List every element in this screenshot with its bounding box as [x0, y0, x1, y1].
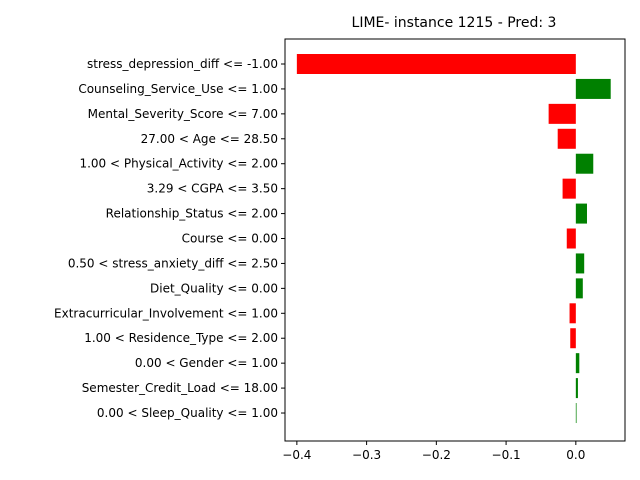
plot-frame: [284, 38, 626, 442]
ytick-label-10: Extracurricular_Involvement <= 1.00: [54, 306, 278, 320]
ytick-label-5: 3.29 < CGPA <= 3.50: [147, 182, 278, 196]
bar-0: [296, 54, 576, 74]
ytick-label-0: stress_depression_diff <= -1.00: [87, 57, 278, 71]
ytick-label-7: Course <= 0.00: [182, 232, 278, 246]
ytick-label-11: 1.00 < Residence_Type <= 2.00: [84, 331, 278, 345]
ytick-label-12: 0.00 < Gender <= 1.00: [135, 356, 278, 370]
bar-5: [562, 178, 576, 199]
ytick-label-8: 0.50 < stress_anxiety_diff <= 2.50: [68, 256, 278, 270]
xtick-label-0: −0.4: [282, 448, 311, 462]
ytick-label-4: 1.00 < Physical_Activity <= 2.00: [79, 157, 278, 171]
bar-13: [575, 378, 578, 399]
bar-12: [575, 353, 580, 374]
bar-3: [557, 128, 576, 149]
bar-10: [569, 303, 576, 324]
bar-6: [575, 203, 587, 224]
xtick-label-3: −0.1: [492, 448, 521, 462]
bar-8: [575, 253, 585, 274]
bars-group: [296, 54, 611, 424]
xtick-label-4: 0.0: [566, 448, 585, 462]
ytick-label-3: 27.00 < Age <= 28.50: [141, 132, 278, 146]
ytick-label-13: Semester_Credit_Load <= 18.00: [82, 381, 278, 395]
bar-14: [575, 403, 577, 424]
ytick-label-14: 0.00 < Sleep_Quality <= 1.00: [97, 406, 278, 420]
xtick-label-2: −0.2: [422, 448, 451, 462]
bar-7: [566, 228, 576, 249]
chart-title: LIME- instance 1215 - Pred: 3: [352, 15, 557, 31]
ytick-label-9: Diet_Quality <= 0.00: [150, 281, 278, 295]
bar-1: [575, 78, 611, 99]
bar-11: [570, 328, 576, 349]
y-axis: stress_depression_diff <= -1.00 Counselin…: [54, 57, 285, 420]
ytick-label-1: Counseling_Service_Use <= 1.00: [78, 82, 278, 96]
ytick-label-2: Mental_Severity_Score <= 7.00: [88, 107, 278, 121]
bar-4: [575, 153, 594, 174]
bar-2: [548, 103, 576, 124]
bar-9: [575, 278, 583, 299]
ytick-label-6: Relationship_Status <= 2.00: [106, 207, 278, 221]
xtick-label-1: −0.3: [352, 448, 381, 462]
x-axis: −0.4 −0.3 −0.2 −0.1 0.0: [282, 441, 585, 462]
